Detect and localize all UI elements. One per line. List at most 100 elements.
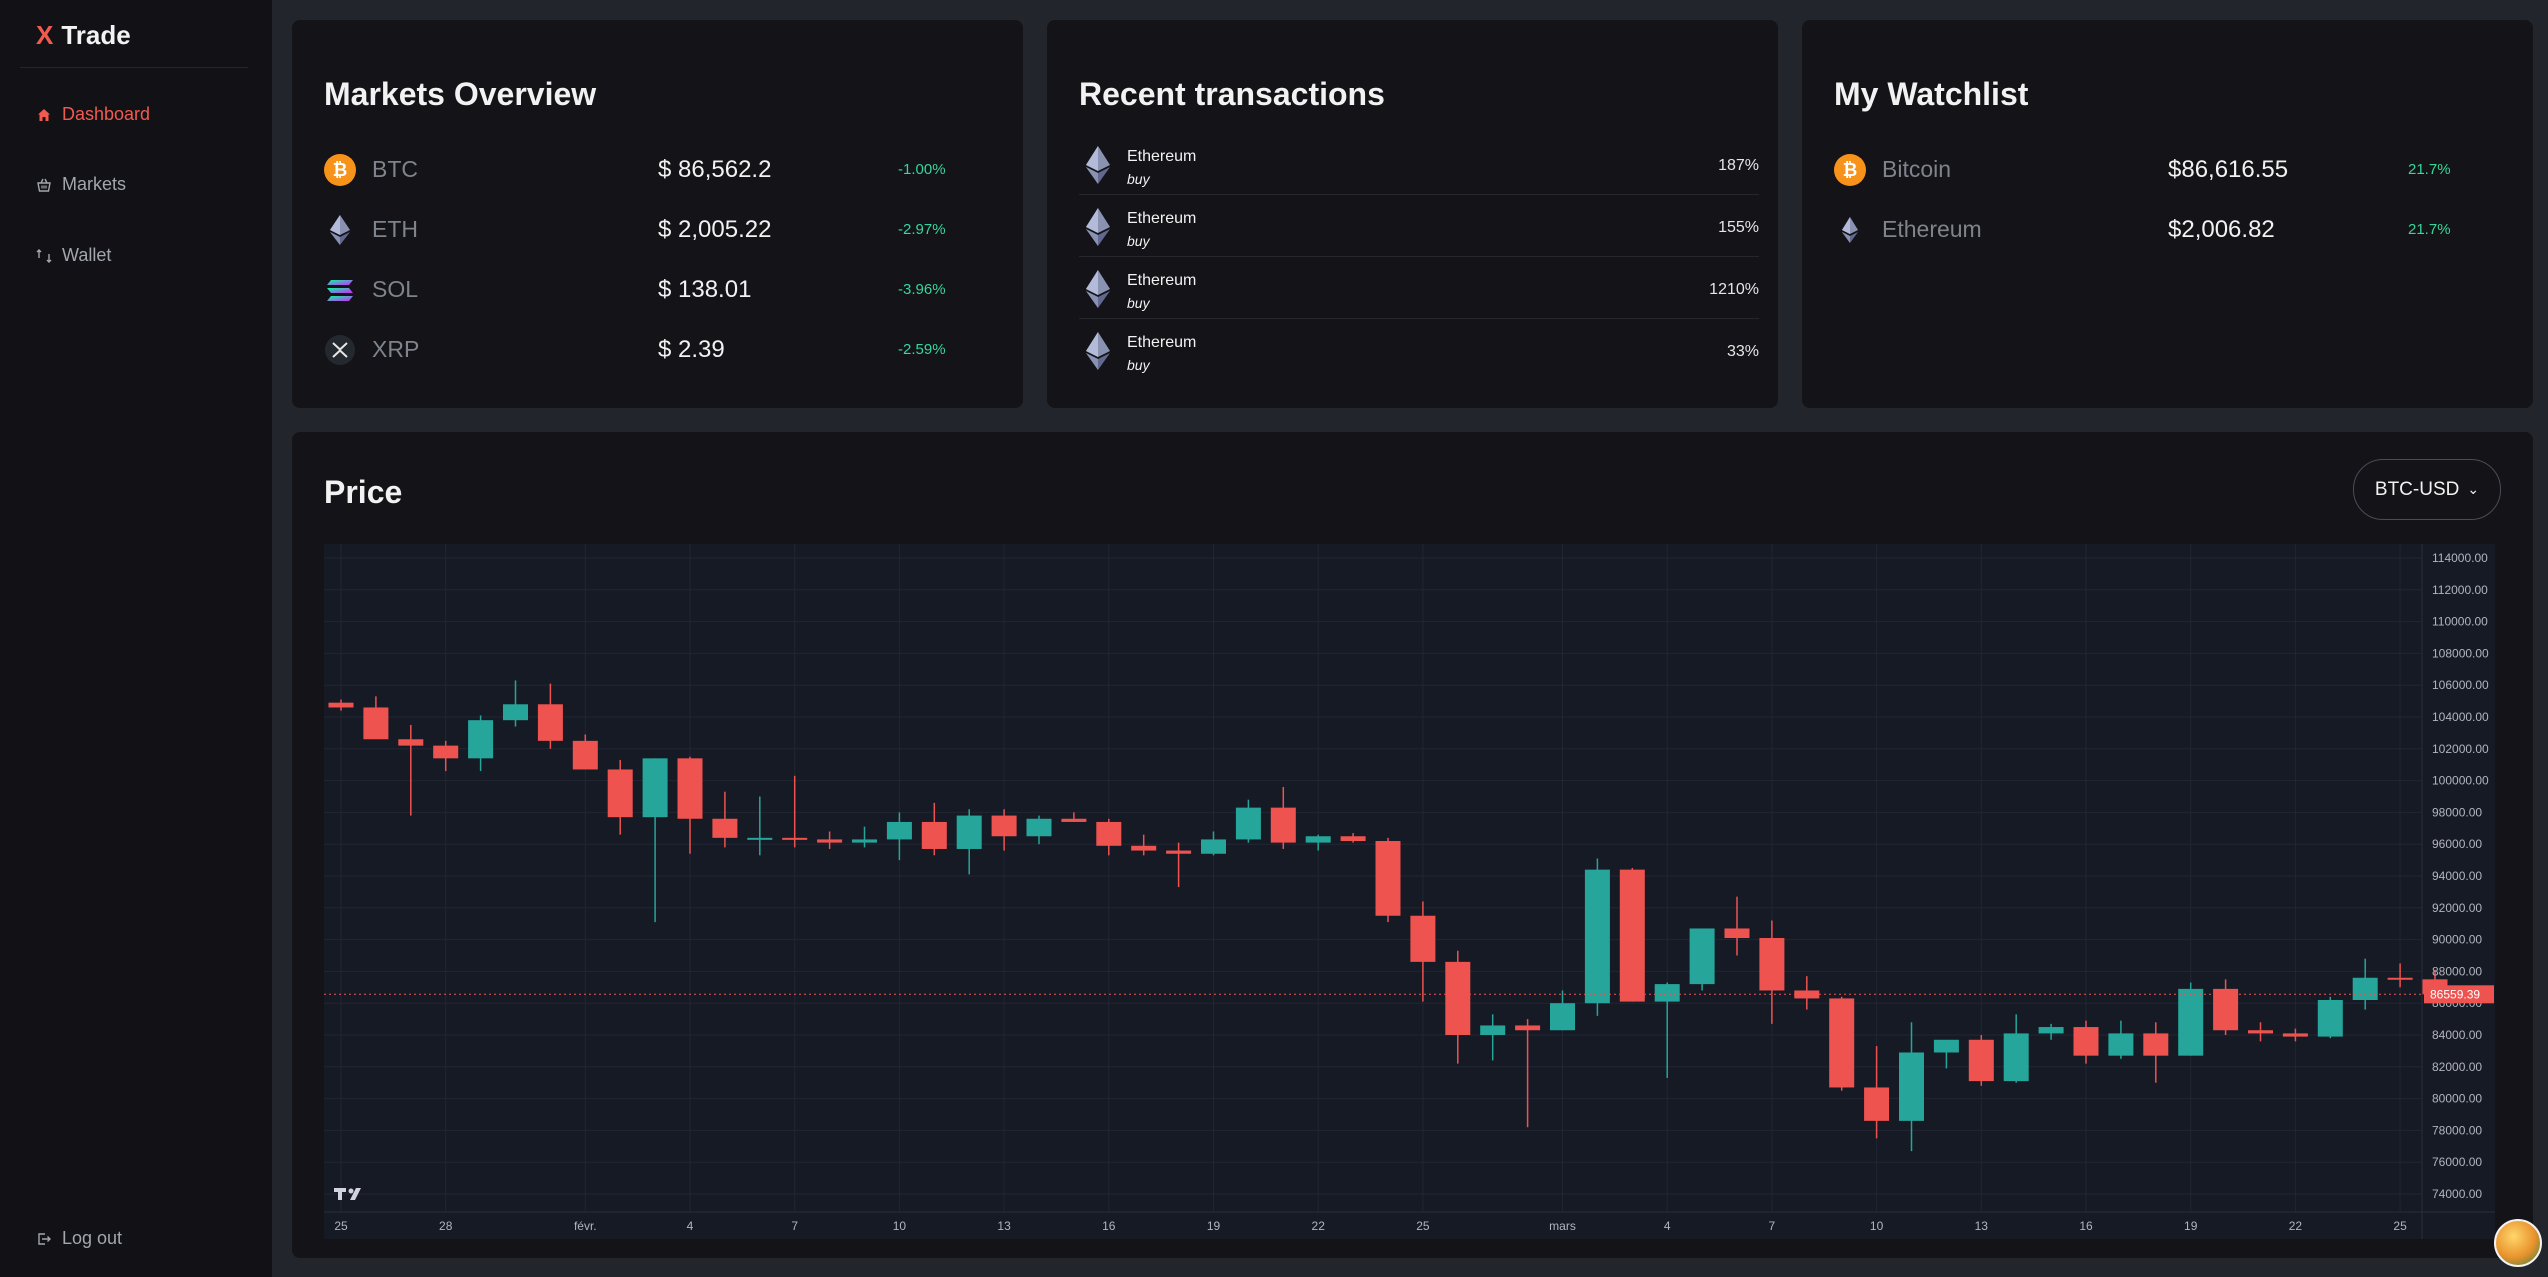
market-change: -3.96% [898,281,946,298]
candle [1829,998,1855,1088]
transaction-asset: Ethereum [1127,148,1197,165]
y-tick-label: 84000.00 [2432,1028,2482,1042]
market-row-xrp[interactable]: XRP $ 2.39 -2.59% [324,328,964,368]
price-title: Price [324,474,403,510]
x-tick-label: 25 [334,1219,348,1233]
candle [1968,1039,1994,1082]
y-tick-label: 108000.00 [2432,646,2489,660]
candle [1899,1052,1924,1121]
x-tick-label: 7 [1769,1219,1776,1233]
y-tick-label: 114000.00 [2432,551,2488,565]
transaction-percent: 1210% [1709,281,1759,298]
chevron-down-icon: ⌄ [2467,481,2480,497]
logout-button[interactable]: Log out [36,1228,122,1249]
transaction-asset: Ethereum [1127,210,1197,227]
markets-overview-title: Markets Overview [324,76,597,112]
sidebar: X Trade Dashboard Markets Wallet Log out [0,0,272,1277]
sidebar-item-markets[interactable]: Markets [36,174,126,195]
x-tick-label: 10 [1870,1219,1884,1233]
sol-icon [327,280,353,301]
transaction-type: buy [1127,295,1150,311]
market-change: -2.59% [898,341,946,358]
transaction-asset: Ethereum [1127,272,1197,289]
candle [1619,869,1645,1002]
transaction-row[interactable]: Ethereum buy 187% [1079,134,1759,195]
y-tick-label: 78000.00 [2432,1123,2482,1137]
transaction-row[interactable]: Ethereum buy 155% [1079,196,1759,257]
candle [1375,841,1401,916]
y-tick-label: 88000.00 [2432,964,2482,978]
x-tick-label: 7 [791,1219,798,1233]
x-tick-label: 25 [1416,1219,1430,1233]
eth-icon [1842,217,1858,243]
y-tick-label: 100000.00 [2432,774,2489,788]
candle [747,837,773,840]
brand-logo[interactable]: X Trade [36,20,131,51]
candle [537,704,563,741]
market-row-sol[interactable]: SOL $ 138.01 -3.96% [324,268,964,308]
candle [921,821,947,849]
pair-select-value: BTC-USD [2374,478,2460,500]
market-row-btc[interactable]: ₿ BTC $ 86,562.2 -1.00% [324,148,964,188]
transaction-type: buy [1127,171,1150,187]
watchlist-row-ethereum[interactable]: Ethereum $2,006.82 21.7% [1834,208,2474,248]
logout-label: Log out [62,1228,123,1248]
eth-icon [1086,208,1110,246]
y-tick-label: 104000.00 [2432,710,2489,724]
eth-icon [1086,270,1110,308]
transaction-row[interactable]: Ethereum buy 1210% [1079,258,1759,319]
market-symbol: BTC [372,156,418,182]
pair-select[interactable]: BTC-USD ⌄ [2353,459,2501,520]
sidebar-item-dashboard[interactable]: Dashboard [36,104,150,125]
btc-icon: ₿ [324,154,356,186]
y-tick-label: 94000.00 [2432,869,2482,883]
x-tick-label: 16 [2079,1219,2093,1233]
price-chart[interactable]: 114000.00 112000.00 110000.00 108000.00 1060… [324,544,2495,1239]
candle [1584,869,1610,1004]
candle [2108,1033,2134,1056]
x-tick-label: 4 [1664,1219,1671,1233]
candle [2317,1000,2343,1037]
candle [642,758,668,818]
last-price-label: 86559.39 [2430,987,2480,1001]
recent-transactions-title: Recent transactions [1079,76,1385,112]
candle [468,720,494,759]
market-row-eth[interactable]: ETH $ 2,005.22 -2.97% [324,208,964,248]
x-tick-label: 19 [2184,1219,2198,1233]
last-price-badge [2424,985,2494,1004]
avatar[interactable] [2494,1219,2542,1267]
y-tick-label: 74000.00 [2432,1187,2482,1201]
transaction-row[interactable]: Ethereum buy 33% [1079,320,1759,381]
wallet-icon [36,248,52,263]
tradingview-logo-icon [334,1188,361,1200]
market-price: $ 138.01 [658,276,752,303]
sidebar-item-wallet[interactable]: Wallet [36,245,111,266]
market-symbol: XRP [372,336,420,362]
candle [1096,821,1122,846]
candle [2003,1033,2029,1082]
candle [991,815,1017,837]
watchlist-name: Ethereum [1882,216,1982,242]
candle [956,815,982,849]
y-tick-label: 98000.00 [2432,805,2482,819]
x-tick-label: 10 [893,1219,907,1233]
candle [363,707,389,740]
candle [1026,818,1052,837]
candle [1235,807,1261,840]
candle [1550,1003,1575,1031]
home-icon [38,108,50,121]
x-tick-label: 22 [1312,1219,1326,1233]
x-tick-label: mars [1549,1219,1576,1233]
candlestick-chart[interactable]: 114000.00 112000.00 110000.00 108000.00 1060… [324,544,2495,1239]
candle [607,769,633,818]
candle [2178,988,2204,1056]
candle [2352,977,2378,1001]
candle [2282,1033,2308,1037]
x-tick-label: 25 [2393,1219,2407,1233]
candle [1270,807,1296,843]
candle [1689,928,1715,985]
candle [1410,915,1436,962]
market-price: $ 2.39 [658,336,725,363]
btc-icon: ₿ [1834,154,1866,186]
watchlist-row-bitcoin[interactable]: ₿ Bitcoin $86,616.55 21.7% [1834,148,2474,188]
